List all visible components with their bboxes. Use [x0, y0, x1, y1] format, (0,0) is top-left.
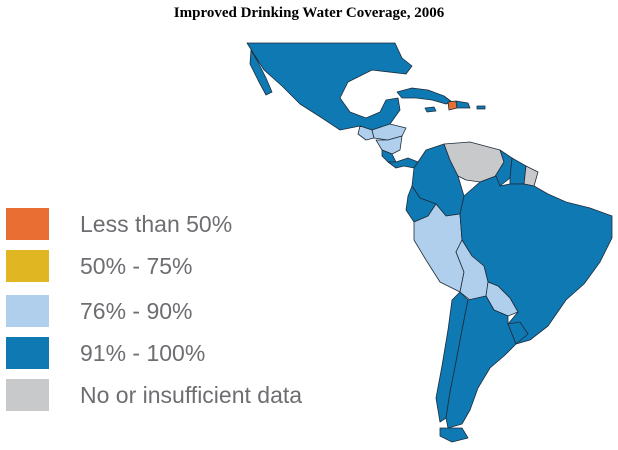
- region-dominican-republic: [455, 100, 471, 109]
- region-guatemala: [357, 125, 375, 141]
- legend-item-less-than-50: Less than 50%: [6, 208, 346, 240]
- region-argentina: [445, 295, 517, 429]
- legend-item-91-100: 91% - 100%: [6, 337, 346, 369]
- legend-swatch: [6, 208, 49, 240]
- region-baja-california: [249, 49, 273, 96]
- legend-label: 91% - 100%: [80, 339, 206, 366]
- region-jamaica: [424, 106, 437, 113]
- region-uruguay: [507, 321, 529, 345]
- region-mexico: [246, 42, 413, 131]
- region-suriname: [509, 157, 527, 185]
- legend-item-no-data: No or insufficient data: [6, 379, 346, 411]
- legend-label: No or insufficient data: [80, 381, 303, 408]
- legend-swatch: [6, 250, 49, 282]
- legend-item-50-75: 50% - 75%: [6, 250, 346, 282]
- legend-label: 76% - 90%: [80, 297, 193, 324]
- region-french-guiana: [523, 165, 539, 187]
- legend-label: Less than 50%: [80, 210, 233, 237]
- region-puerto-rico: [476, 105, 486, 110]
- legend-label: 50% - 75%: [80, 252, 193, 279]
- region-cuba: [396, 87, 453, 105]
- map-title: Improved Drinking Water Coverage, 2006: [173, 5, 445, 21]
- region-haiti: [447, 100, 458, 111]
- legend-item-76-90: 76% - 90%: [6, 295, 346, 327]
- legend-swatch: [6, 379, 49, 411]
- legend-swatch: [6, 295, 49, 327]
- legend-swatch: [6, 337, 49, 369]
- region-tierra-del-fuego: [439, 427, 469, 443]
